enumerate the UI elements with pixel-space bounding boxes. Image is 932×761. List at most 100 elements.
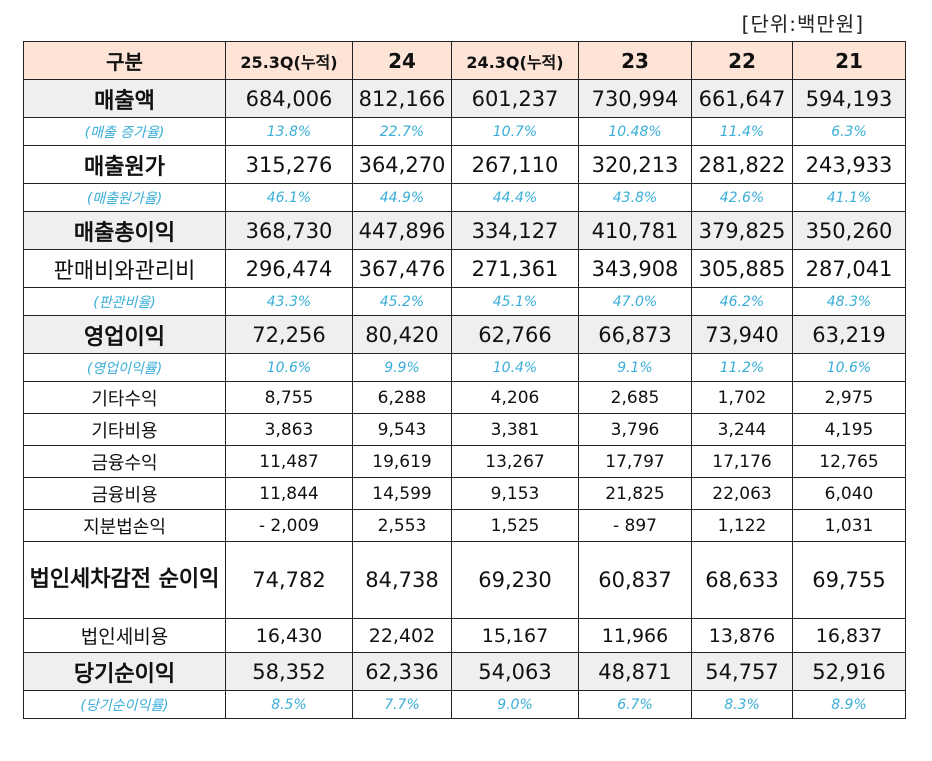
cell: 69,230: [451, 541, 579, 619]
unit-label: [단위:백만원]: [741, 12, 864, 36]
cell: 11,966: [578, 618, 692, 653]
row-revenue-growth: (매출 증가율) 13.8% 22.7% 10.7% 10.48% 11.4% …: [23, 117, 906, 146]
row-label: 금융비용: [23, 477, 226, 510]
cell: 62,766: [451, 315, 579, 354]
cell: 14,599: [352, 477, 452, 510]
cell: 62,336: [352, 652, 452, 691]
cell: 10.4%: [451, 353, 579, 382]
cell: 7.7%: [352, 690, 452, 719]
cell: 43.3%: [225, 287, 353, 316]
cell: 6,040: [792, 477, 906, 510]
cell: 13,876: [691, 618, 793, 653]
cell: 44.9%: [352, 183, 452, 212]
cell: 80,420: [352, 315, 452, 354]
cell: 11.4%: [691, 117, 793, 146]
cell: 379,825: [691, 211, 793, 250]
cell: 73,940: [691, 315, 793, 354]
header-col-24: 24: [352, 41, 452, 80]
cell: 72,256: [225, 315, 353, 354]
cell: 8.5%: [225, 690, 353, 719]
cell: 11.2%: [691, 353, 793, 382]
cell: 48.3%: [792, 287, 906, 316]
cell: 10.48%: [578, 117, 692, 146]
cell: 74,782: [225, 541, 353, 619]
row-label: 금융수익: [23, 445, 226, 478]
cell: 9,153: [451, 477, 579, 510]
cell: 63,219: [792, 315, 906, 354]
cell: 447,896: [352, 211, 452, 250]
row-label: 매출액: [23, 79, 226, 118]
cell: 6.3%: [792, 117, 906, 146]
cell: 46.1%: [225, 183, 353, 212]
cell: - 897: [578, 509, 692, 542]
cell: 84,738: [352, 541, 452, 619]
cell: 16,430: [225, 618, 353, 653]
cell: 11,487: [225, 445, 353, 478]
cell: 594,193: [792, 79, 906, 118]
cell: 69,755: [792, 541, 906, 619]
cell: 60,837: [578, 541, 692, 619]
row-label: 법인세비용: [23, 618, 226, 653]
cell: 315,276: [225, 145, 353, 184]
cell: 9,543: [352, 413, 452, 446]
row-finance-income: 금융수익 11,487 19,619 13,267 17,797 17,176 …: [23, 445, 906, 478]
cell: 15,167: [451, 618, 579, 653]
cell: 2,553: [352, 509, 452, 542]
cell: 4,206: [451, 381, 579, 414]
header-col-21: 21: [792, 41, 906, 80]
cell: 8.9%: [792, 690, 906, 719]
row-label: 당기순이익: [23, 652, 226, 691]
cell: 22.7%: [352, 117, 452, 146]
row-label: 매출총이익: [23, 211, 226, 250]
row-gross-profit: 매출총이익 368,730 447,896 334,127 410,781 37…: [23, 211, 906, 250]
cell: 730,994: [578, 79, 692, 118]
row-label: (판관비율): [23, 287, 226, 316]
cell: 410,781: [578, 211, 692, 250]
row-net-income: 당기순이익 58,352 62,336 54,063 48,871 54,757…: [23, 652, 906, 691]
cell: 601,237: [451, 79, 579, 118]
cell: 296,474: [225, 249, 353, 288]
cell: 368,730: [225, 211, 353, 250]
cell: 42.6%: [691, 183, 793, 212]
cell: 22,063: [691, 477, 793, 510]
cell: 812,166: [352, 79, 452, 118]
row-sga-ratio: (판관비율) 43.3% 45.2% 45.1% 47.0% 46.2% 48.…: [23, 287, 906, 316]
cell: 13.8%: [225, 117, 353, 146]
cell: 66,873: [578, 315, 692, 354]
row-income-tax: 법인세비용 16,430 22,402 15,167 11,966 13,876…: [23, 618, 906, 653]
cell: 334,127: [451, 211, 579, 250]
header-col-23: 23: [578, 41, 692, 80]
cell: 267,110: [451, 145, 579, 184]
cell: 10.7%: [451, 117, 579, 146]
row-other-expense: 기타비용 3,863 9,543 3,381 3,796 3,244 4,195: [23, 413, 906, 446]
cell: 4,195: [792, 413, 906, 446]
cell: 8.3%: [691, 690, 793, 719]
cell: 1,031: [792, 509, 906, 542]
row-label: (매출원가율): [23, 183, 226, 212]
header-col-22: 22: [691, 41, 793, 80]
cell: 350,260: [792, 211, 906, 250]
row-label: (당기순이익률): [23, 690, 226, 719]
cell: 17,176: [691, 445, 793, 478]
row-net-margin: (당기순이익률) 8.5% 7.7% 9.0% 6.7% 8.3% 8.9%: [23, 690, 906, 719]
cell: 3,381: [451, 413, 579, 446]
row-sga: 판매비와관리비 296,474 367,476 271,361 343,908 …: [23, 249, 906, 288]
row-label: 기타비용: [23, 413, 226, 446]
cell: 3,796: [578, 413, 692, 446]
row-equity-method: 지분법손익 - 2,009 2,553 1,525 - 897 1,122 1,…: [23, 509, 906, 542]
cell: 3,863: [225, 413, 353, 446]
cell: 13,267: [451, 445, 579, 478]
cell: 9.0%: [451, 690, 579, 719]
cell: 21,825: [578, 477, 692, 510]
cell: - 2,009: [225, 509, 353, 542]
row-other-income: 기타수익 8,755 6,288 4,206 2,685 1,702 2,975: [23, 381, 906, 414]
cell: 11,844: [225, 477, 353, 510]
cell: 12,765: [792, 445, 906, 478]
cell: 6.7%: [578, 690, 692, 719]
row-label: 판매비와관리비: [23, 249, 226, 288]
row-label: (영업이익률): [23, 353, 226, 382]
cell: 54,757: [691, 652, 793, 691]
row-label: 영업이익: [23, 315, 226, 354]
cell: 22,402: [352, 618, 452, 653]
row-label: (매출 증가율): [23, 117, 226, 146]
